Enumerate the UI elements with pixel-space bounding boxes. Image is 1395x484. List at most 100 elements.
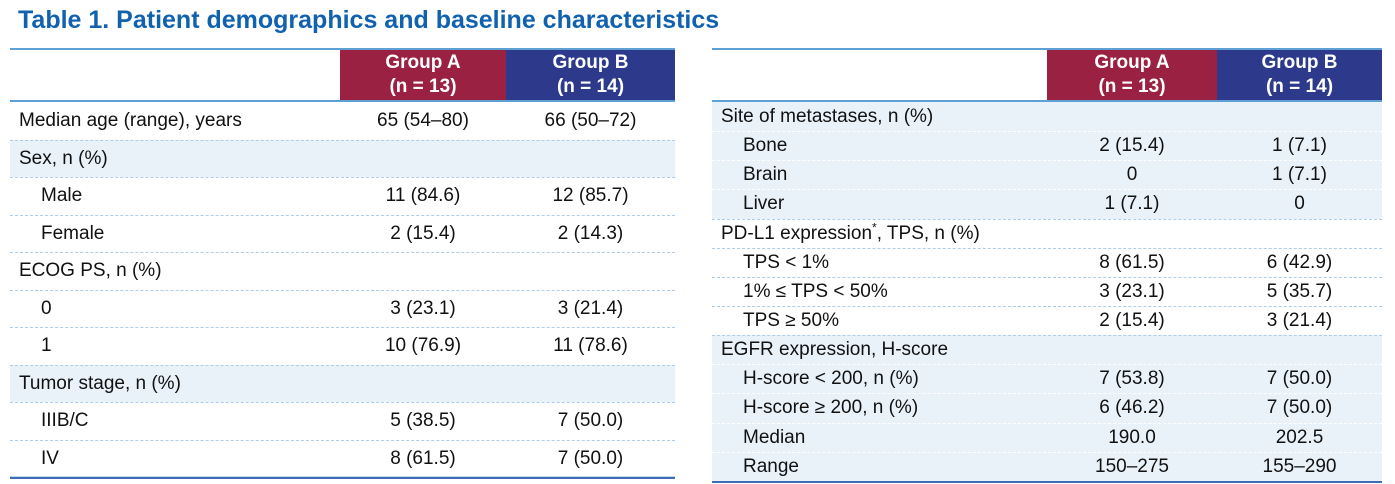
table-row: Median 190.0 202.5 xyxy=(712,422,1382,452)
table-row: PD-L1 expression*, TPS, n (%) xyxy=(712,218,1382,248)
row-label: IIIB/C xyxy=(41,410,89,432)
group-a-value: 2 (15.4) xyxy=(390,222,456,244)
group-b-value: 5 (35.7) xyxy=(1266,280,1333,302)
table-row: 1 10 (76.9) 11 (78.6) xyxy=(10,327,675,365)
group-b-value: 7 (50.0) xyxy=(1266,368,1333,390)
footnote-marker: * xyxy=(872,220,877,235)
table-row: TPS < 1% 8 (61.5) 6 (42.9) xyxy=(712,247,1382,277)
table-title: Table 1. Patient demographics and baseli… xyxy=(18,6,720,34)
row-label: ECOG PS, n (%) xyxy=(19,260,162,282)
group-b-value: 6 (42.9) xyxy=(1266,251,1333,273)
group-a-value: 7 (53.8) xyxy=(1099,368,1165,390)
group-b-value: 202.5 xyxy=(1275,426,1324,448)
table-body: Median age (range), years 65 (54–80) 66 (5… xyxy=(10,100,675,479)
group-b-value: 7 (50.0) xyxy=(557,410,624,432)
row-label: 1 xyxy=(41,335,52,357)
row-label: Median age (range), years xyxy=(19,109,242,131)
row-label: Bone xyxy=(743,135,788,157)
group-a-value: 65 (54–80) xyxy=(377,109,469,131)
column-header-group-b: Group B (n = 14) xyxy=(1217,50,1382,100)
group-a-value: 3 (23.1) xyxy=(1099,280,1165,302)
table-row: Female 2 (15.4) 2 (14.3) xyxy=(10,214,675,253)
row-label: TPS < 1% xyxy=(743,251,830,273)
group-a-value: 190.0 xyxy=(1108,426,1156,448)
table-row: ECOG PS, n (%) xyxy=(10,252,675,290)
column-header-group-b: Group B (n = 14) xyxy=(506,50,675,100)
row-label: 0 xyxy=(41,297,52,319)
group-b-value: 3 (21.4) xyxy=(1266,310,1333,332)
group-b-value: 1 (7.1) xyxy=(1272,135,1327,157)
group-a-value: 1 (7.1) xyxy=(1104,193,1160,215)
group-b-value: 155–290 xyxy=(1262,455,1337,477)
table-row: IV 8 (61.5) 7 (50.0) xyxy=(10,439,675,478)
row-label: Range xyxy=(743,455,799,477)
table-row: Male 11 (84.6) 12 (85.7) xyxy=(10,177,675,215)
demographics-table: Group A (n = 13) Group B (n = 14) Median ag… xyxy=(10,48,675,479)
group-a-value: 11 (84.6) xyxy=(385,185,461,207)
group-name: Group A xyxy=(385,52,461,73)
table-row: H-score ≥ 200, n (%) 6 (46.2) 7 (50.0) xyxy=(712,393,1382,423)
table-row: H-score < 200, n (%) 7 (53.8) 7 (50.0) xyxy=(712,364,1382,394)
table-row: EGFR expression, H-score xyxy=(712,335,1382,365)
table-row: Sex, n (%) xyxy=(10,139,675,177)
column-header-group-a: Group A (n = 13) xyxy=(340,50,506,100)
row-label: Liver xyxy=(743,193,785,215)
table-header: Group A (n = 13) Group B (n = 14) xyxy=(712,48,1382,100)
group-a-value: 2 (15.4) xyxy=(1099,310,1165,332)
group-b-value: 11 (78.6) xyxy=(553,335,628,357)
row-label: Tumor stage, n (%) xyxy=(19,372,181,394)
table-row: TPS ≥ 50% 2 (15.4) 3 (21.4) xyxy=(712,305,1382,335)
group-a-value: 3 (23.1) xyxy=(390,297,456,319)
group-b-value: 66 (50–72) xyxy=(544,109,637,131)
group-n: (n = 14) xyxy=(556,76,625,97)
row-label: Female xyxy=(41,222,105,244)
group-name: Group B xyxy=(552,52,629,73)
column-header-group-a: Group A (n = 13) xyxy=(1047,50,1217,100)
group-b-value: 7 (50.0) xyxy=(1266,397,1333,419)
group-b-value: 1 (7.1) xyxy=(1272,164,1327,186)
row-label: Median xyxy=(743,426,806,448)
row-label: TPS ≥ 50% xyxy=(743,310,839,332)
row-label: EGFR expression, H-score xyxy=(721,339,949,361)
row-label: Sex, n (%) xyxy=(19,147,108,169)
table-row: IIIB/C 5 (38.5) 7 (50.0) xyxy=(10,402,675,440)
table-row: Range 150–275 155–290 xyxy=(712,451,1382,481)
group-b-value: 12 (85.7) xyxy=(552,185,629,207)
table-row: Tumor stage, n (%) xyxy=(10,364,675,402)
row-label: Site of metastases, n (%) xyxy=(721,105,934,127)
table-row: Site of metastases, n (%) xyxy=(712,102,1382,132)
group-b-value: 3 (21.4) xyxy=(557,297,624,319)
row-label: 1% ≤ TPS < 50% xyxy=(743,280,888,302)
group-a-value: 5 (38.5) xyxy=(390,410,456,432)
row-label: Brain xyxy=(743,164,788,186)
group-b-value: 7 (50.0) xyxy=(557,447,624,469)
group-n: (n = 13) xyxy=(389,76,457,97)
header-spacer xyxy=(10,50,340,100)
group-a-value: 8 (61.5) xyxy=(1099,251,1165,273)
row-label: Male xyxy=(41,185,83,207)
row-label: PD-L1 expression*, TPS, n (%) xyxy=(721,220,980,244)
group-a-value: 2 (15.4) xyxy=(1099,135,1165,157)
group-a-value: 8 (61.5) xyxy=(390,447,456,469)
table-body: Site of metastases, n (%) Bone 2 (15.4) 1 (… xyxy=(712,100,1382,483)
row-label: H-score ≥ 200, n (%) xyxy=(743,397,919,419)
table-row: Median age (range), years 65 (54–80) 66 (5… xyxy=(10,102,675,140)
group-name: Group A xyxy=(1094,52,1170,73)
group-name: Group B xyxy=(1261,52,1338,73)
header-spacer xyxy=(712,50,1047,100)
table-row: 0 3 (23.1) 3 (21.4) xyxy=(10,289,675,328)
row-label: IV xyxy=(41,447,59,469)
table-row: 1% ≤ TPS < 50% 3 (23.1) 5 (35.7) xyxy=(712,276,1382,306)
group-a-value: 150–275 xyxy=(1095,455,1169,477)
table-row: Bone 2 (15.4) 1 (7.1) xyxy=(712,131,1382,161)
group-b-value: 0 xyxy=(1294,193,1305,215)
table-header: Group A (n = 13) Group B (n = 14) xyxy=(10,48,675,100)
row-label: H-score < 200, n (%) xyxy=(743,368,919,390)
characteristics-table: Group A (n = 13) Group B (n = 14) Site of m… xyxy=(712,48,1382,483)
group-a-value: 6 (46.2) xyxy=(1099,397,1165,419)
group-a-value: 10 (76.9) xyxy=(384,335,462,357)
table-row: Liver 1 (7.1) 0 xyxy=(712,189,1382,219)
table-row: Brain 0 1 (7.1) xyxy=(712,160,1382,190)
group-n: (n = 14) xyxy=(1265,76,1334,97)
